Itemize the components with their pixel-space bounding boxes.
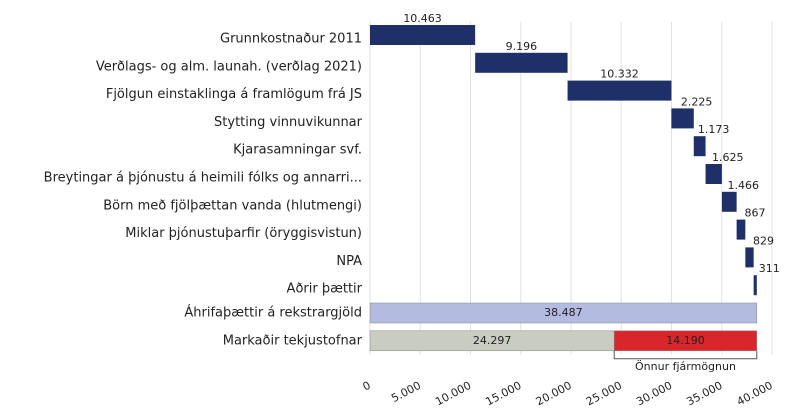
bar xyxy=(753,275,757,296)
value-label: 311 xyxy=(759,262,780,275)
category-label: Verðlags- og alm. launah. (verðlag 2021) xyxy=(96,59,362,74)
bar xyxy=(693,136,706,157)
x-tick-label: 35.000 xyxy=(684,379,724,409)
value-label: 10.463 xyxy=(403,12,442,25)
x-tick-label: 30.000 xyxy=(634,379,674,409)
value-label: 1.625 xyxy=(712,151,744,164)
bar xyxy=(671,108,694,129)
x-tick-label: 25.000 xyxy=(584,379,624,409)
bar xyxy=(736,219,746,240)
category-label: Áhrifaþættir á rekstrargjöld xyxy=(184,305,362,321)
value-label: 829 xyxy=(753,234,774,247)
value-label: 10.332 xyxy=(600,68,639,81)
x-tick-label: 15.000 xyxy=(483,379,523,409)
x-tick-label: 0 xyxy=(361,379,373,394)
bar xyxy=(745,247,754,268)
category-label: Fjölgun einstaklinga á framlögum frá JS xyxy=(106,87,362,102)
x-tick-label: 5.000 xyxy=(389,379,423,405)
bar xyxy=(475,52,568,73)
value-label: 24.297 xyxy=(473,334,512,347)
bar xyxy=(370,25,476,45)
x-tick-label: 40.000 xyxy=(735,379,775,409)
bar xyxy=(721,191,737,212)
category-label: Markaðir tekjustofnar xyxy=(223,333,363,348)
annotation: Önnur fjármögnun xyxy=(635,360,736,373)
total-bar xyxy=(369,302,758,324)
category-label: Börn með fjölþættan vanda (hlutmengi) xyxy=(103,198,362,213)
value-label: 867 xyxy=(744,207,765,220)
bracket xyxy=(613,350,758,360)
x-tick-label: 20.000 xyxy=(534,379,574,409)
value-label: 9.196 xyxy=(506,40,538,53)
x-tick-label: 10.000 xyxy=(433,379,473,409)
total-bar xyxy=(613,330,758,352)
value-label: 2.225 xyxy=(681,95,713,108)
category-label: Stytting vinnuvikunnar xyxy=(214,115,363,130)
category-label: Miklar þjónustuþarfir (öryggisvistun) xyxy=(125,226,362,241)
category-label: Aðrir þættir xyxy=(287,282,363,297)
category-label: NPA xyxy=(336,254,362,269)
bar xyxy=(567,80,672,101)
category-label: Kjarasamningar svf. xyxy=(233,143,362,158)
bar xyxy=(705,164,722,184)
value-label: 38.487 xyxy=(544,306,583,319)
category-label: Grunnkostnaður 2011 xyxy=(220,32,362,47)
value-label: 1.466 xyxy=(728,179,760,192)
value-label: 14.190 xyxy=(666,334,705,347)
category-label: Breytingar á þjónustu á heimili fólks og… xyxy=(44,171,362,186)
value-label: 1.173 xyxy=(698,123,730,136)
